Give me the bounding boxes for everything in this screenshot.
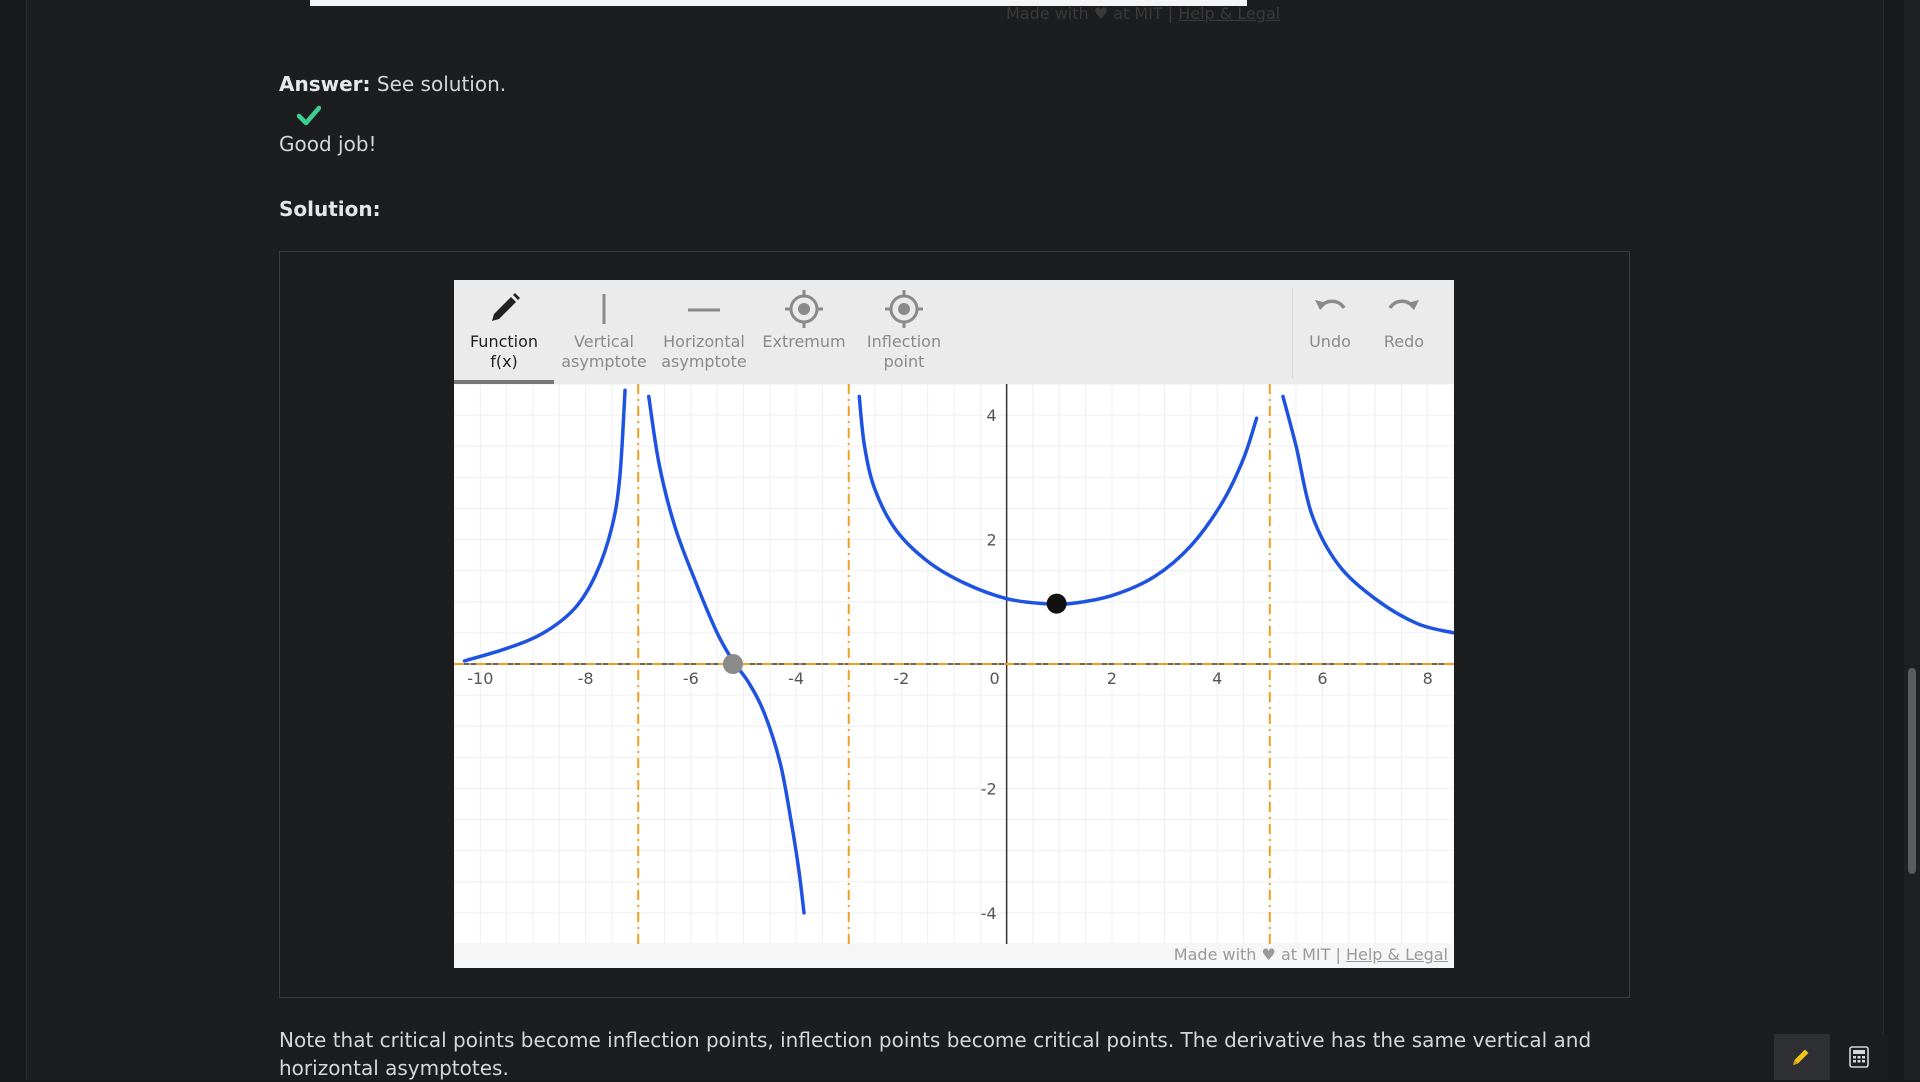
redo-icon	[1388, 299, 1419, 310]
check-icon	[297, 105, 321, 126]
function-plot[interactable]: -10 -8 -6 -4 -2 0 2 4 6 8 4 2 -2 -4	[454, 384, 1454, 944]
undo-icon	[1315, 299, 1346, 310]
feedback-text: Good job!	[279, 132, 377, 156]
previous-widget-bottom	[310, 0, 1247, 6]
tool-function[interactable]: Function f(x)	[454, 280, 554, 384]
widget-toolbar: Function f(x) Vertical asymptote Horizon…	[454, 280, 1454, 385]
scrollbar-thumb[interactable]	[1908, 668, 1916, 874]
tool-function-sublabel: f(x)	[490, 352, 518, 371]
tool-vertical-sublabel: asymptote	[561, 352, 647, 371]
tool-function-label: Function	[469, 332, 539, 351]
graphing-widget: Function f(x) Vertical asymptote Horizon…	[454, 280, 1454, 968]
solution-note: Note that critical points become inflect…	[279, 1028, 1592, 1080]
tool-inflection-label: Inflection	[866, 332, 942, 351]
x-tick-label: 0	[990, 669, 1000, 688]
calculator-icon	[1849, 1046, 1869, 1068]
tool-inflection-point[interactable]: Inflection point	[854, 280, 954, 384]
plot-point	[722, 654, 743, 674]
x-tick-label: 6	[1317, 669, 1327, 688]
x-tick-label: -2	[893, 669, 909, 688]
redo-button[interactable]: Redo	[1364, 280, 1444, 384]
undo-button[interactable]: Undo	[1290, 280, 1370, 384]
x-tick-label: -4	[788, 669, 804, 688]
tool-extremum[interactable]: Extremum	[754, 280, 854, 384]
pencil-icon	[1793, 1049, 1809, 1065]
previous-footer-text: Made with ♥ at MIT |	[1006, 4, 1174, 23]
answer-line: Answer: See solution.	[279, 72, 506, 96]
y-tick-label: -4	[981, 904, 997, 923]
vertical-line-icon	[602, 294, 606, 324]
previous-help-legal-link[interactable]: Help & Legal	[1178, 4, 1281, 23]
widget-footer-text: Made with ♥ at MIT |	[1173, 945, 1341, 964]
calculator-button[interactable]	[1832, 1034, 1888, 1080]
y-tick-label: 2	[986, 531, 996, 550]
answer-value: See solution.	[376, 72, 507, 96]
function-curve	[462, 388, 627, 663]
solution-label: Solution:	[279, 197, 381, 221]
y-tick-label: -2	[981, 779, 997, 798]
target-icon	[885, 290, 923, 328]
tool-vertical-label: Vertical	[574, 332, 634, 351]
widget-footer: Made with ♥ at MIT | Help & Legal	[1174, 945, 1448, 964]
x-tick-label: -10	[467, 669, 493, 688]
x-tick-label: -8	[578, 669, 594, 688]
previous-widget-footer: Made with ♥ at MIT | Help & Legal	[1006, 4, 1280, 23]
tool-horizontal-asymptote[interactable]: Horizontal asymptote	[654, 280, 754, 384]
plot-point	[1046, 593, 1067, 614]
function-curve	[1281, 394, 1454, 635]
help-legal-link[interactable]: Help & Legal	[1345, 945, 1448, 964]
tool-vertical-asymptote[interactable]: Vertical asymptote	[554, 280, 654, 384]
answer-label: Answer:	[279, 72, 371, 96]
redo-label: Redo	[1383, 332, 1425, 351]
undo-label: Undo	[1309, 332, 1351, 351]
pencil-icon	[492, 293, 520, 321]
function-curve	[857, 394, 1259, 607]
tool-horizontal-sublabel: asymptote	[661, 352, 747, 371]
notes-button[interactable]	[1774, 1034, 1830, 1080]
x-tick-label: 8	[1423, 669, 1433, 688]
x-tick-label: 4	[1212, 669, 1222, 688]
toolbar-separator	[1292, 288, 1293, 378]
y-tick-label: 4	[986, 406, 996, 425]
function-curve	[646, 394, 806, 915]
tool-horizontal-label: Horizontal	[663, 332, 745, 351]
x-tick-label: 2	[1107, 669, 1117, 688]
target-icon	[785, 290, 823, 328]
tool-extremum-label: Extremum	[762, 332, 846, 351]
tool-inflection-sublabel: point	[883, 352, 925, 371]
horizontal-line-icon	[688, 308, 720, 312]
x-tick-label: -6	[683, 669, 699, 688]
scrollbar-track[interactable]	[1904, 0, 1920, 1080]
